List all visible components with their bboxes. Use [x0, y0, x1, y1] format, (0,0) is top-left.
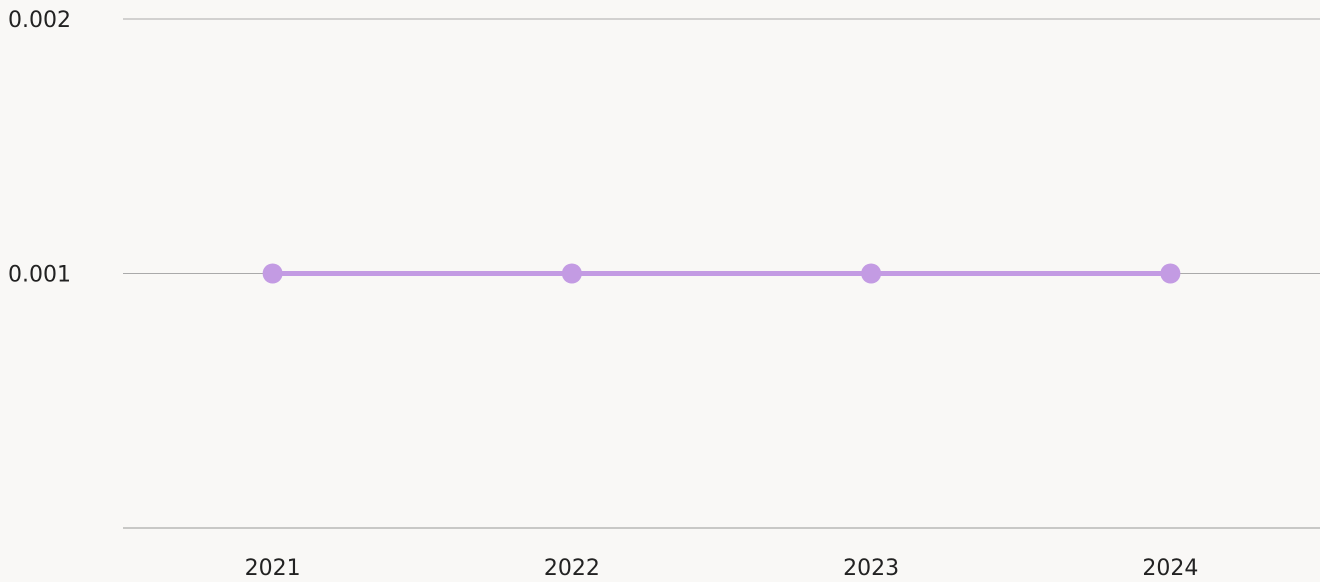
y-tick-label: 0.002 [8, 8, 71, 33]
point [861, 263, 882, 284]
y-tick-label: 0.001 [8, 263, 71, 288]
point [1160, 263, 1181, 284]
point [561, 263, 582, 284]
x-tick-label: 2022 [544, 556, 600, 581]
x-tick-label: 2021 [245, 556, 301, 581]
x-tick-label: 2024 [1142, 556, 1198, 581]
point [262, 263, 283, 284]
x-tick-label: 2023 [843, 556, 899, 581]
